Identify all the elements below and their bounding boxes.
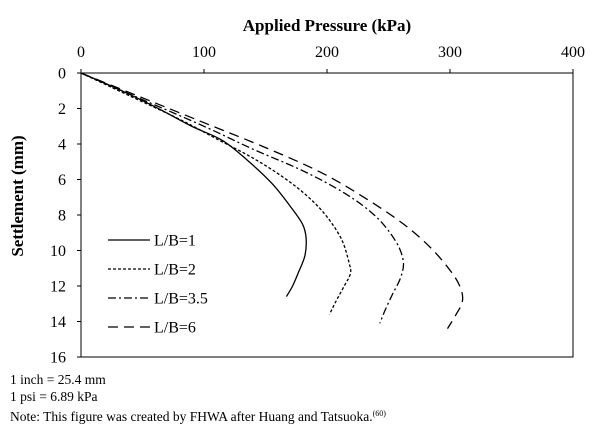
x-tick-label: 0: [77, 44, 85, 61]
note-source: Note: This figure was created by FHWA af…: [10, 405, 386, 425]
figure-notes: 1 inch = 25.4 mm 1 psi = 6.89 kPa Note: …: [10, 371, 386, 425]
legend-label-3: L/B=3.5: [154, 291, 208, 308]
y-tick-label: 14: [50, 314, 66, 331]
y-tick-label: 0: [58, 66, 66, 83]
plot-area-frame: [80, 72, 574, 358]
x-axis-ticks: 0 100 200 300 400: [77, 44, 585, 73]
legend-label-4: L/B=6: [154, 320, 196, 337]
chart-title: Applied Pressure (kPa): [243, 16, 411, 35]
note-source-text: Note: This figure was created by FHWA af…: [10, 409, 373, 424]
y-tick-label: 16: [50, 350, 66, 367]
y-tick-label: 6: [58, 172, 66, 189]
y-tick-label: 8: [58, 208, 66, 225]
series-lines: [80, 72, 464, 329]
legend-label-1: L/B=1: [154, 233, 196, 250]
y-tick-label: 2: [58, 101, 66, 118]
series-line-1: [80, 72, 307, 297]
chart-legend: L/B=1 L/B=2 L/B=3.5 L/B=6: [108, 233, 208, 337]
y-tick-label: 10: [50, 243, 66, 260]
y-tick-label: 12: [50, 279, 66, 296]
x-tick-label: 300: [438, 44, 462, 61]
legend-label-2: L/B=2: [154, 262, 196, 279]
y-axis-label: Settlement (mm): [8, 135, 27, 256]
x-tick-label: 400: [561, 44, 585, 61]
note-reference: (60): [372, 409, 386, 418]
series-line-4: [80, 72, 464, 329]
settlement-chart: Applied Pressure (kPa) Settlement (mm) 0…: [8, 16, 585, 367]
series-line-2: [80, 72, 352, 315]
x-tick-label: 200: [315, 44, 339, 61]
x-tick-label: 100: [192, 44, 216, 61]
series-line-3: [80, 72, 405, 324]
y-tick-label: 4: [58, 137, 66, 154]
y-axis-ticks: 0 2 4 6 8 10 12 14 16: [50, 66, 81, 367]
note-psi-conversion: 1 psi = 6.89 kPa: [10, 389, 98, 404]
note-inch-conversion: 1 inch = 25.4 mm: [10, 372, 106, 387]
